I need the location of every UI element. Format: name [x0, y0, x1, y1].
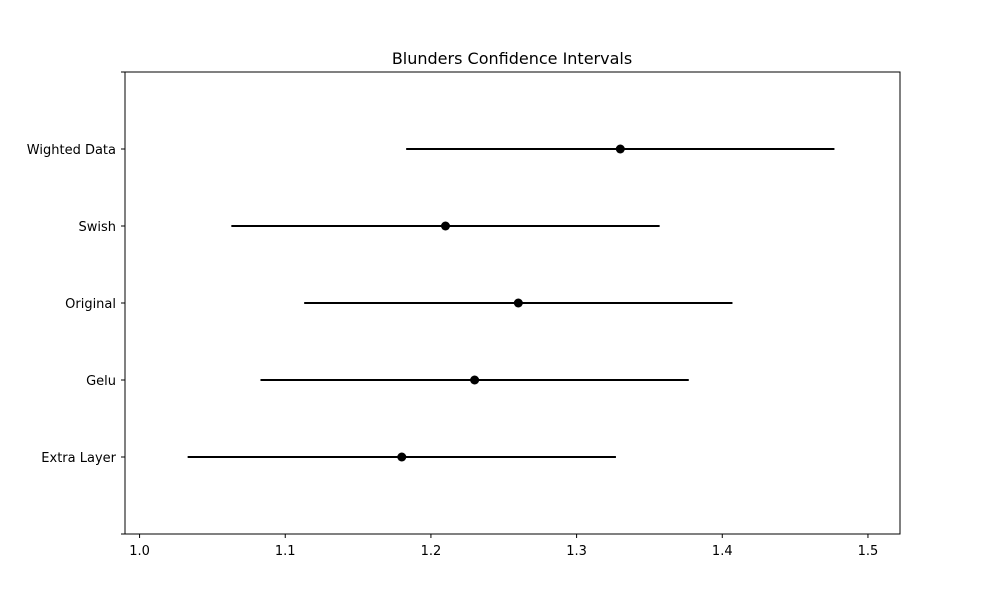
y-tick-label: Original [65, 297, 116, 312]
estimate-points [397, 144, 625, 462]
y-tick-label: Wighted Data [27, 143, 116, 158]
y-tick-label: Extra Layer [41, 451, 116, 466]
confidence-intervals [187, 148, 835, 458]
y-axis: Extra Layer Gelu Original Swish Wighted Data [27, 71, 125, 535]
estimate-point [397, 452, 407, 462]
y-tick-label: Gelu [86, 374, 116, 389]
estimate-point [440, 221, 450, 231]
x-tick-label: 1.4 [712, 544, 733, 559]
chart-title: Blunders Confidence Intervals [392, 49, 632, 68]
x-tick-label: 1.5 [858, 544, 879, 559]
y-tick-label: Swish [78, 220, 116, 235]
x-tick-label: 1.1 [275, 544, 296, 559]
x-axis: 1.0 1.1 1.2 1.3 1.4 1.5 [129, 534, 878, 559]
x-tick-label: 1.0 [129, 544, 150, 559]
x-tick-label: 1.2 [421, 544, 442, 559]
estimate-point [470, 375, 480, 385]
x-tick-label: 1.3 [566, 544, 587, 559]
estimate-point [513, 298, 523, 308]
estimate-point [615, 144, 625, 154]
